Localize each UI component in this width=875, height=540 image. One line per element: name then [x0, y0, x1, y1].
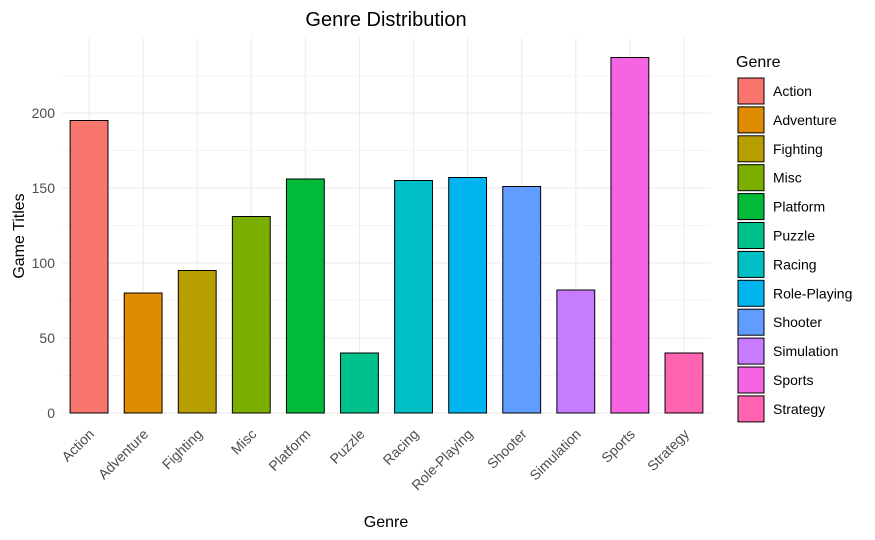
bar-puzzle	[340, 352, 379, 414]
x-tick-label: Misc	[228, 426, 260, 458]
bar-action	[69, 120, 109, 414]
bar-misc	[231, 216, 271, 414]
x-tick-label: Fighting	[159, 426, 206, 473]
legend-label: Fighting	[773, 141, 823, 157]
legend-key-role-playing	[737, 279, 765, 307]
bar-role-playing	[448, 177, 488, 414]
bar-fighting	[177, 270, 217, 414]
legend-title: Genre	[736, 54, 781, 71]
y-axis-title: Game Titles	[11, 193, 28, 278]
x-tick-label: Platform	[265, 426, 313, 474]
legend-label: Racing	[773, 256, 817, 272]
legend-key-puzzle	[737, 222, 765, 249]
legend-label: Simulation	[773, 343, 838, 359]
bars	[69, 57, 704, 414]
legend-key-sports	[737, 366, 765, 394]
legend-label: Strategy	[773, 401, 825, 417]
y-tick-label: 0	[47, 405, 55, 421]
bar-platform	[285, 178, 325, 414]
legend-label: Action	[773, 83, 812, 99]
legend-key-strategy	[737, 395, 765, 423]
x-axis-title: Genre	[364, 514, 409, 531]
legend-key-fighting	[737, 135, 765, 163]
x-tick-label: Action	[58, 426, 97, 465]
y-tick-label: 150	[32, 180, 56, 196]
x-tick-label: Shooter	[484, 426, 530, 472]
bar-shooter	[502, 186, 542, 414]
legend-label: Shooter	[773, 314, 822, 330]
legend-key-misc	[737, 164, 765, 192]
legend-key-action	[737, 77, 765, 105]
legend-label: Role-Playing	[773, 285, 852, 301]
bar-simulation	[556, 289, 596, 414]
bar-adventure	[123, 292, 163, 414]
legend-key-adventure	[737, 106, 765, 134]
legend-label: Sports	[773, 372, 813, 388]
legend-key-racing	[737, 250, 765, 278]
y-tick-label: 100	[32, 255, 56, 271]
chart-title: Genre Distribution	[305, 9, 466, 31]
x-tick-label: Strategy	[644, 426, 692, 474]
x-tick-label: Simulation	[526, 426, 584, 484]
legend-key-platform	[737, 193, 765, 221]
legend-key-simulation	[737, 337, 765, 365]
bar-racing	[394, 180, 433, 414]
legend-key-shooter	[737, 308, 765, 336]
bar-sports	[610, 57, 650, 414]
x-tick-label: Sports	[598, 426, 638, 466]
legend-label: Misc	[773, 170, 802, 186]
legend: Genre Action Adventure Fighting Misc Platfor…	[736, 54, 852, 423]
y-axis: 0 50 100 150 200	[32, 105, 56, 421]
x-tick-label: Racing	[380, 426, 422, 468]
x-tick-label: Puzzle	[327, 426, 368, 467]
bar-strategy	[664, 352, 704, 414]
x-tick-label: Adventure	[95, 426, 152, 483]
legend-label: Adventure	[773, 112, 837, 128]
legend-label: Platform	[773, 199, 825, 215]
y-tick-label: 50	[39, 330, 55, 346]
legend-label: Puzzle	[773, 228, 815, 244]
y-tick-label: 200	[32, 105, 56, 121]
